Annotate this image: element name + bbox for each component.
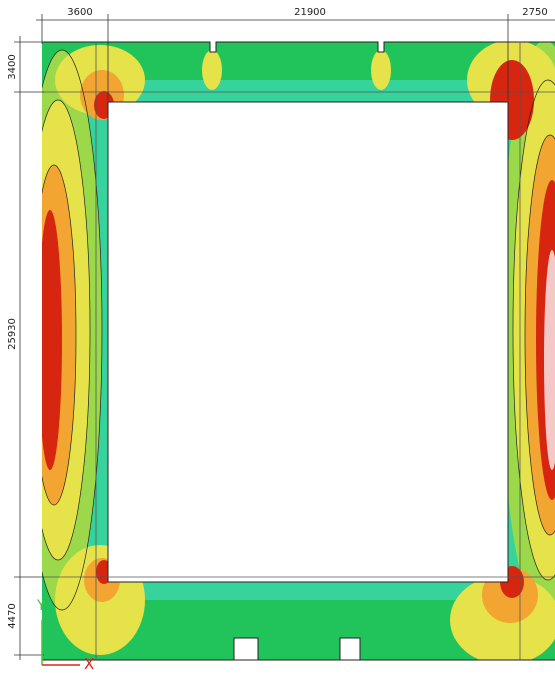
dimension-label: 3600: [67, 7, 92, 18]
dimension-label: 2750: [522, 7, 547, 18]
dimension-label: 25930: [7, 318, 18, 350]
dimension-label: 3400: [7, 54, 18, 79]
opening: [108, 102, 508, 582]
dimension-label: 21900: [294, 7, 326, 18]
dimension-label: 4470: [7, 603, 18, 628]
axis-label: X: [84, 655, 94, 673]
contour-plot: 3600 21900 2750 3400 25930 4470 Y X: [0, 0, 555, 679]
axis-label: Y: [36, 598, 46, 614]
